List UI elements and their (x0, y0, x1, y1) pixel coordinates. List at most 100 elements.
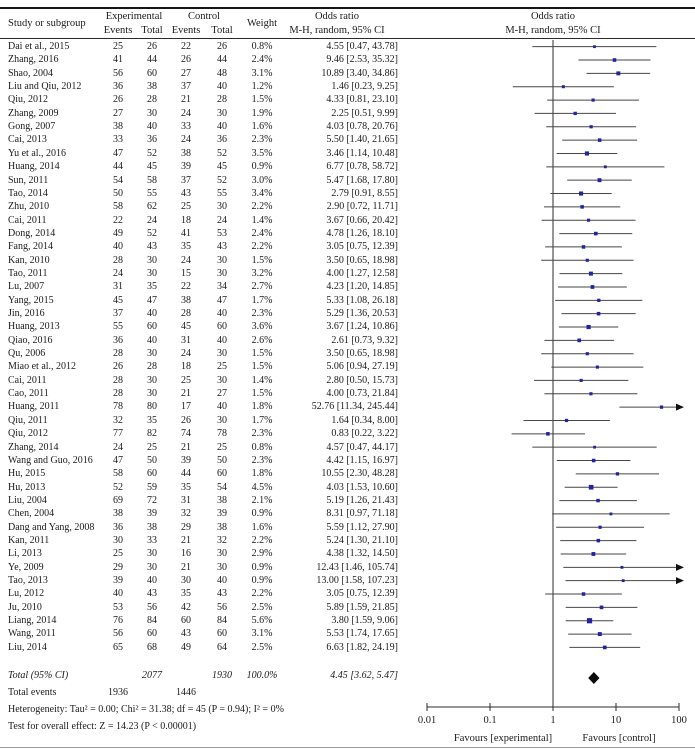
control-total: 50 (217, 454, 227, 466)
or-marker (621, 579, 625, 583)
experimental-events: 26 (113, 361, 123, 373)
control-events: 41 (181, 227, 191, 239)
control-events: 49 (181, 641, 191, 653)
or-ci-value: 4.33 [0.81, 23.10] (326, 94, 398, 106)
control-events: 30 (181, 575, 191, 586)
experimental-events: 58 (113, 468, 123, 480)
control-total: 60 (217, 628, 227, 640)
or-marker (561, 85, 565, 89)
or-marker (585, 352, 589, 356)
table-row: Liu and Qiu, 2012 36 38 37 40 1.2% 1.46 [0.23,… (0, 80, 400, 93)
study-name: Miao et al., 2012 (8, 361, 77, 373)
study-name: Dai et al., 2015 (8, 41, 70, 52)
or-ci-value: 8.31 [0.97, 71.18] (326, 508, 398, 520)
table-row: Fang, 2014 40 43 35 43 2.2% 3.05 [0.75, 12.39] (0, 240, 400, 253)
study-name: Cai, 2011 (8, 374, 47, 386)
weight-value: 2.3% (251, 134, 273, 146)
experimental-total: 40 (147, 334, 157, 346)
experimental-total: 40 (147, 121, 157, 133)
experimental-total: 40 (147, 308, 157, 319)
study-name: Yu et al., 2016 (8, 147, 67, 159)
or-ci-value: 5.19 [1.26, 21.43] (326, 494, 398, 506)
table-row: Miao et al., 2012 26 28 18 25 1.5% 5.06 [0.94,… (0, 360, 400, 373)
control-total: 56 (217, 601, 227, 613)
control-events: 45 (181, 321, 191, 333)
table-row: Hu, 2015 58 60 44 60 1.8% 10.55 [2.30, 48.28] (0, 467, 400, 480)
axis-tick-label: 100 (671, 715, 687, 726)
experimental-total: 30 (147, 348, 157, 360)
control-total: 24 (217, 214, 227, 226)
weight-value: 2.3% (251, 454, 273, 466)
experimental-total: 59 (147, 481, 157, 493)
experimental-events: 65 (113, 641, 123, 653)
weight-value: 2.4% (251, 54, 273, 66)
control-events: 21 (181, 441, 191, 453)
experimental-total: 25 (147, 441, 157, 453)
table-row: Tao, 2014 50 55 43 55 3.4% 2.79 [0.91, 8.55] (0, 187, 400, 200)
or-marker (620, 565, 624, 569)
weight-value: 3.1% (251, 628, 273, 640)
control-events: 26 (181, 54, 191, 66)
experimental-events: 38 (113, 508, 123, 520)
table-row: Ye, 2009 29 30 21 30 0.9% 12.43 [1.46, 105.74] (0, 561, 400, 574)
table-row: Zhang, 2016 41 44 26 44 2.4% 9.46 [2.53, 35.32… (0, 53, 400, 66)
control-total: 30 (217, 561, 227, 573)
experimental-total: 30 (147, 107, 157, 119)
study-name: Huang, 2011 (8, 401, 60, 413)
experimental-events: 36 (113, 81, 123, 93)
or-ci-value: 52.76 [11.34, 245.44] (311, 401, 398, 413)
or-ci-value: 4.00 [0.73, 21.84] (326, 388, 398, 400)
study-name: Yang, 2015 (8, 294, 54, 306)
study-table-body: Dai et al., 2015 25 26 22 26 0.8% 4.55 [0.47, … (0, 40, 400, 656)
control-events: 42 (181, 601, 191, 613)
experimental-events: 49 (113, 227, 123, 239)
control-total: 60 (217, 321, 227, 333)
summary-diamond (588, 672, 600, 684)
control-events: 35 (181, 588, 191, 600)
control-events: 37 (181, 81, 191, 93)
favours-right-label: Favours [control] (582, 733, 655, 744)
weight-value: 2.2% (251, 201, 273, 213)
or-marker (590, 285, 595, 289)
experimental-total: 30 (147, 561, 157, 573)
experimental-total: 55 (147, 187, 157, 199)
weight-value: 1.5% (251, 361, 273, 373)
or-marker (589, 125, 593, 129)
or-ci-value: 0.83 [0.22, 3.22] (331, 428, 398, 440)
control-total: 78 (217, 428, 227, 440)
weight-value: 2.1% (251, 494, 273, 506)
control-events: 28 (181, 308, 191, 319)
experimental-total: 44 (147, 54, 157, 66)
or-marker (609, 512, 613, 516)
weight-value: 1.5% (251, 388, 273, 400)
control-events: 22 (181, 281, 191, 293)
control-events: 21 (181, 534, 191, 546)
study-name: Tao, 2013 (8, 575, 48, 586)
control-events: 44 (181, 468, 191, 480)
study-name: Hu, 2015 (8, 468, 46, 480)
table-row: Tao, 2011 24 30 15 30 3.2% 4.00 [1.27, 12.58] (0, 267, 400, 280)
control-total: 25 (217, 361, 227, 373)
control-events: 31 (181, 334, 191, 346)
control-total: 30 (217, 414, 227, 426)
experimental-total: 35 (147, 281, 157, 293)
or-ci-value: 5.59 [1.12, 27.90] (326, 521, 398, 533)
or-marker (546, 432, 550, 436)
experimental-events: 47 (113, 454, 123, 466)
or-marker (579, 378, 583, 382)
experimental-events: 39 (113, 575, 123, 586)
study-name: Cai, 2011 (8, 214, 47, 226)
control-events: 16 (181, 548, 191, 560)
table-row: Lu, 2007 31 35 22 34 2.7% 4.23 [1.20, 14.85] (0, 280, 400, 293)
study-name: Liang, 2014 (8, 615, 57, 627)
or-ci-value: 10.55 [2.30, 48.28] (321, 468, 398, 480)
table-row: Dang and Yang, 2008 36 38 29 38 1.6% 5.59 [1.1… (0, 521, 400, 534)
experimental-total: 40 (147, 575, 157, 586)
experimental-events: 28 (113, 388, 123, 400)
experimental-total: 82 (147, 428, 157, 440)
experimental-events: 32 (113, 414, 123, 426)
experimental-group-header: Experimental (105, 11, 163, 22)
control-events: 24 (181, 348, 191, 360)
table-row: Qiu, 2012 26 28 21 28 1.5% 4.33 [0.81, 23.10] (0, 93, 400, 106)
or-marker (587, 218, 591, 222)
